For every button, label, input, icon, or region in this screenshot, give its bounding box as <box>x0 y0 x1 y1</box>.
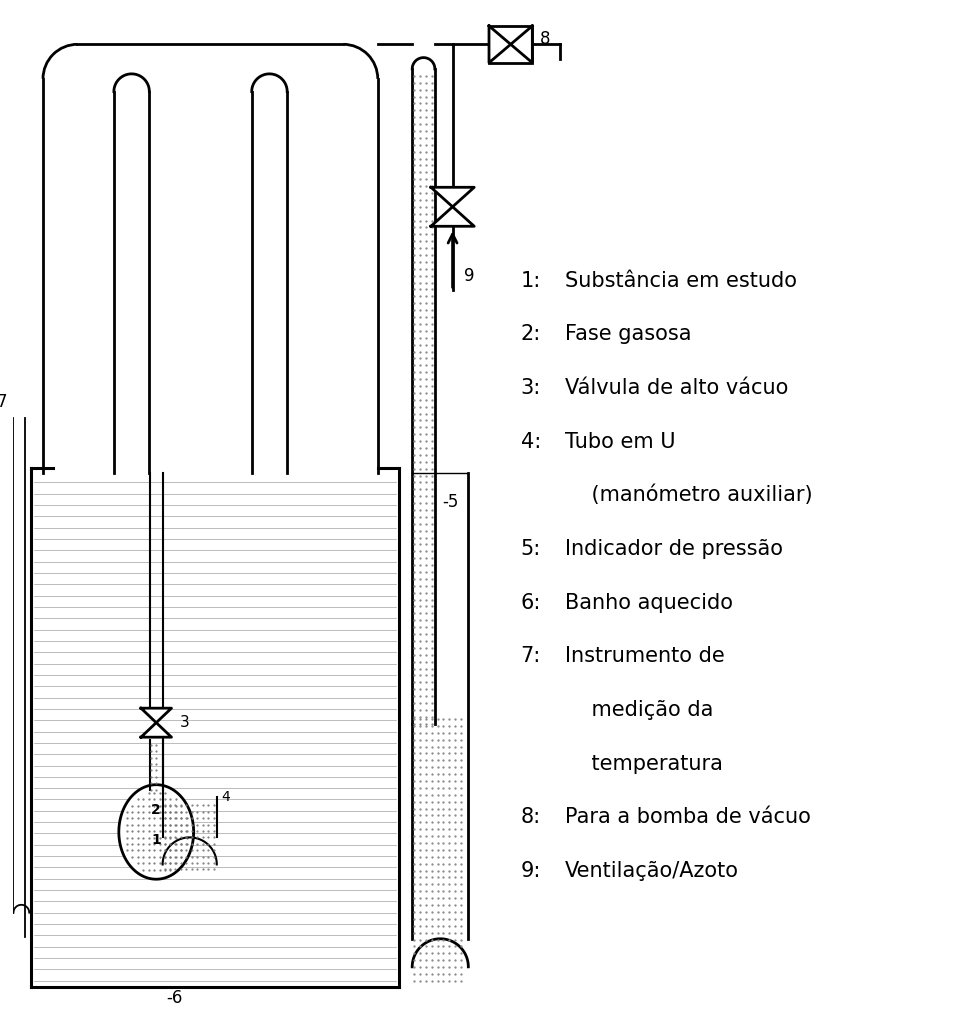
Text: Indicador de pressão: Indicador de pressão <box>565 539 783 559</box>
Text: Banho aquecido: Banho aquecido <box>565 593 733 612</box>
Text: 2: 2 <box>152 803 161 818</box>
Polygon shape <box>489 26 510 62</box>
Text: Válvula de alto vácuo: Válvula de alto vácuo <box>565 378 788 398</box>
Text: 4:: 4: <box>521 431 541 452</box>
Text: 4: 4 <box>222 790 231 804</box>
Bar <box>489 26 532 62</box>
Text: 7:: 7: <box>521 646 541 666</box>
Polygon shape <box>141 708 171 723</box>
Polygon shape <box>119 785 194 879</box>
Text: 8: 8 <box>540 31 551 48</box>
Text: 8:: 8: <box>521 807 541 827</box>
Text: (manómetro auxiliar): (manómetro auxiliar) <box>565 485 812 506</box>
Text: 7: 7 <box>0 392 7 411</box>
Polygon shape <box>431 206 474 226</box>
Text: 2:: 2: <box>521 324 541 344</box>
Text: temperatura: temperatura <box>565 753 723 774</box>
Text: Para a bomba de vácuo: Para a bomba de vácuo <box>565 807 811 827</box>
Text: Fase gasosa: Fase gasosa <box>565 324 691 344</box>
Text: -5: -5 <box>443 494 459 511</box>
Polygon shape <box>431 187 474 206</box>
Text: 9:: 9: <box>521 861 541 881</box>
Polygon shape <box>141 723 171 737</box>
Text: Ventilação/Azoto: Ventilação/Azoto <box>565 861 739 881</box>
Text: 5:: 5: <box>521 539 541 559</box>
Text: Instrumento de: Instrumento de <box>565 646 725 666</box>
Text: 1:: 1: <box>521 271 541 290</box>
Text: 6:: 6: <box>521 593 541 612</box>
Text: -6: -6 <box>166 989 183 1008</box>
Text: 9: 9 <box>464 267 475 284</box>
Text: Tubo em U: Tubo em U <box>565 431 676 452</box>
Text: 3: 3 <box>180 715 189 730</box>
Text: 1: 1 <box>152 833 161 847</box>
Text: Substância em estudo: Substância em estudo <box>565 271 797 290</box>
Text: 3:: 3: <box>521 378 541 398</box>
Text: medição da: medição da <box>565 700 713 719</box>
Polygon shape <box>510 26 532 62</box>
